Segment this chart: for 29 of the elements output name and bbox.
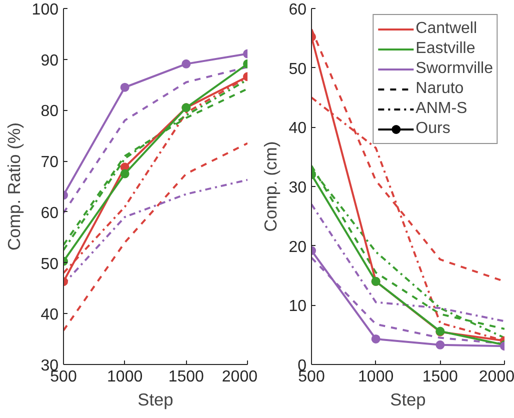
y-axis-title: Comp. (cm) xyxy=(260,141,281,232)
x-tick-label: 1500 xyxy=(168,368,204,386)
y-tick-label: 90 xyxy=(40,52,59,70)
legend-label: Cantwell xyxy=(416,20,478,38)
y-tick-label: 40 xyxy=(40,306,59,324)
legend-label: ANM-S xyxy=(416,100,468,118)
legend-label: Swormville xyxy=(416,60,493,78)
x-axis-title: Step xyxy=(390,390,426,410)
x-tick-label: 2000 xyxy=(478,368,514,386)
y-tick-label: 40 xyxy=(288,120,307,138)
legend-label: Eastville xyxy=(416,40,476,58)
y-tick-label: 100 xyxy=(32,2,59,18)
legend-label: Naruto xyxy=(416,80,464,98)
y-tick-label: 30 xyxy=(288,180,307,196)
y-tick-label: 10 xyxy=(288,298,307,316)
x-tick-label: 1000 xyxy=(107,368,143,386)
y-tick-label: 20 xyxy=(288,238,307,256)
x-tick-label: 1500 xyxy=(422,368,458,386)
y-tick-label: 60 xyxy=(288,2,307,18)
x-axis-title: Step xyxy=(138,390,174,410)
y-tick-label: 50 xyxy=(288,60,307,78)
legend-label: Ours xyxy=(416,120,450,138)
y-tick-label: 60 xyxy=(40,204,59,222)
y-tick-label: 70 xyxy=(40,154,59,172)
y-tick-label: 50 xyxy=(40,256,59,273)
x-tick-label: 1000 xyxy=(358,368,394,386)
y-axis-title: Comp. Ratio (%) xyxy=(4,122,24,251)
x-tick-label: 2000 xyxy=(222,368,258,386)
y-tick-label: 80 xyxy=(40,103,59,120)
